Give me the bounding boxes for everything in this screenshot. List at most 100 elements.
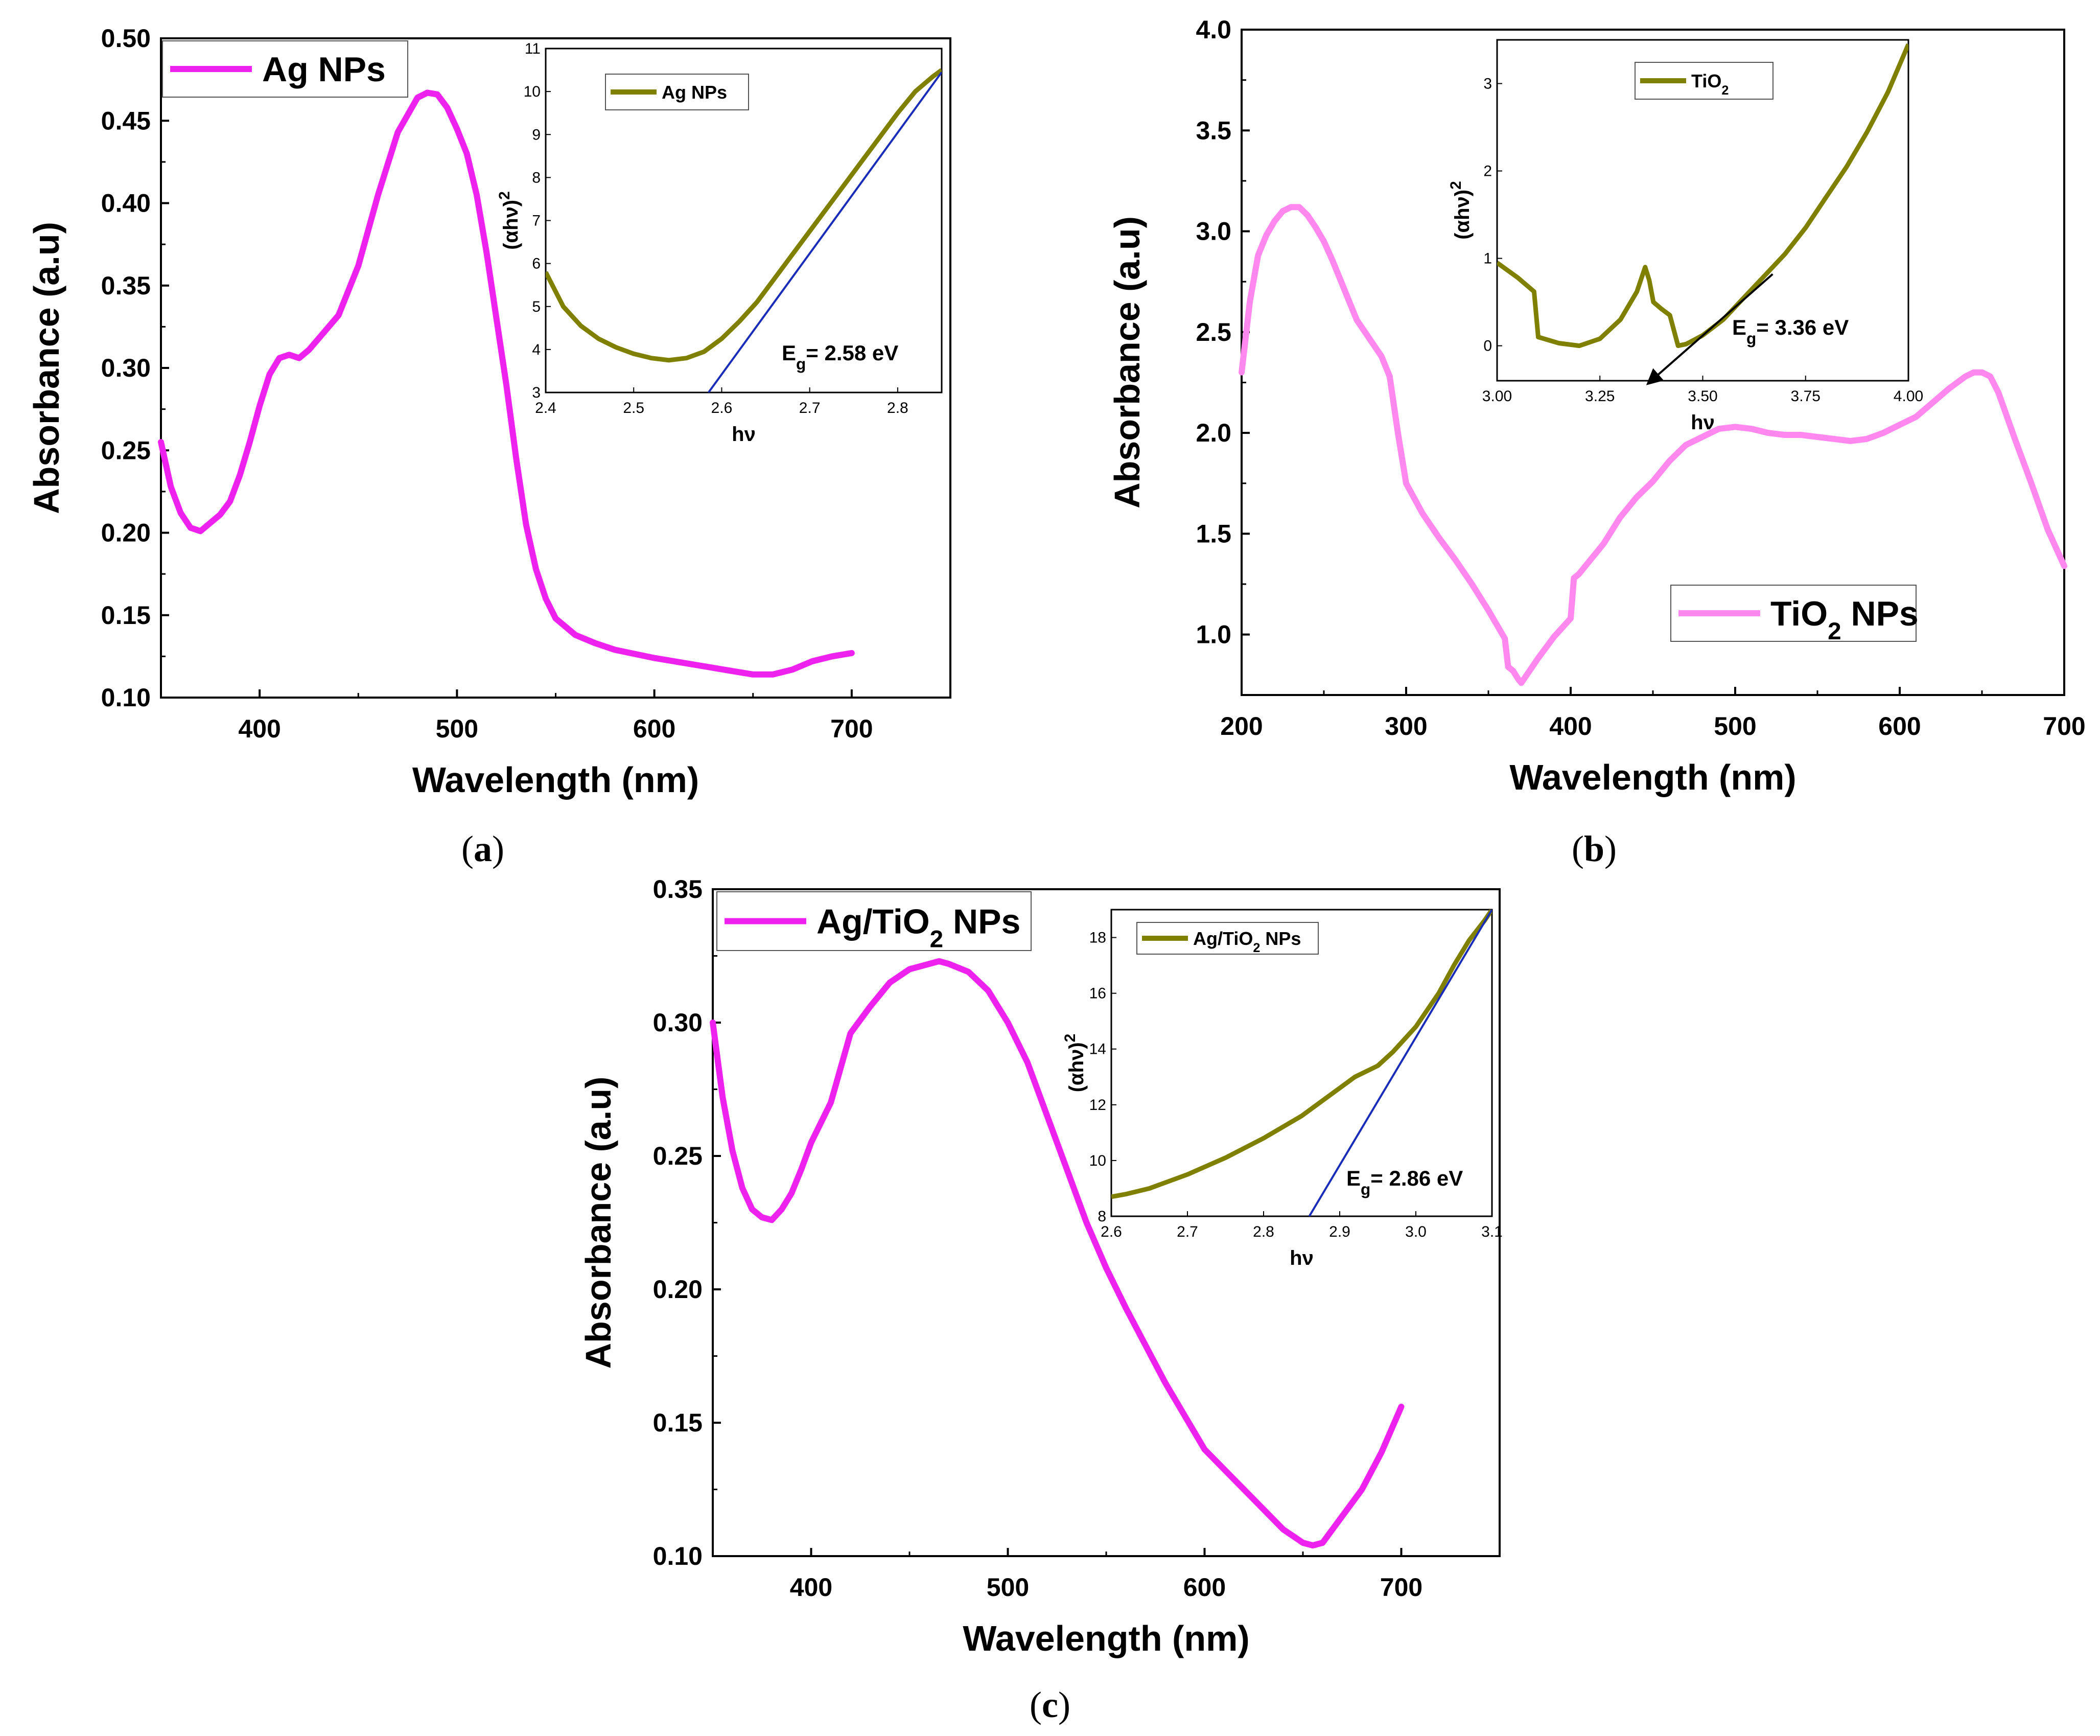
inset-x-tick-label: 2.6 — [711, 400, 733, 416]
bandgap-annotation: Eg= 3.36 eV — [1732, 315, 1849, 348]
panel-a: 0.10 0.15 0.20 0.25 0.30 0.35 0.40 0.45 0.50 400 5… — [27, 24, 951, 800]
inset-y-tick-label: 14 — [1089, 1041, 1106, 1058]
inset-y-tick-label: 10 — [524, 83, 541, 100]
inset-plot-area — [1111, 910, 1492, 1216]
y-tick-label: 4.0 — [1196, 15, 1231, 44]
inset-legend: Ag/TiO2 NPs — [1136, 922, 1319, 955]
bandgap-annotation: Eg= 2.58 eV — [782, 341, 898, 373]
x-axis-title: Wavelength (nm) — [1509, 757, 1796, 797]
inset-y-tick-label: 8 — [532, 169, 541, 186]
inset-y-axis-title: (αhν)2 — [1448, 181, 1474, 240]
legend: Ag/TiO2 NPs — [716, 891, 1032, 953]
panel-label-c: (c) — [1030, 1684, 1070, 1725]
inset-y-tick-label: 0 — [1483, 338, 1492, 355]
legend-label: TiO2 NPs — [1770, 594, 1919, 645]
y-tick-label: 0.50 — [101, 24, 151, 53]
inset-y-axis-title: (αhν)2 — [496, 191, 523, 250]
y-tick-label: 0.25 — [653, 1142, 703, 1170]
x-tick-label: 600 — [1183, 1573, 1226, 1602]
tauc-fit-line — [1308, 910, 1492, 1216]
inset-legend-label: TiO2 — [1691, 71, 1729, 98]
inset-y-tick-label: 1 — [1483, 250, 1492, 267]
y-tick-label: 0.35 — [101, 271, 151, 300]
y-tick-label: 2.5 — [1196, 318, 1231, 346]
inset-y-tick-label: 18 — [1089, 930, 1106, 946]
y-tick-label: 0.10 — [101, 683, 151, 712]
inset-y-tick-label: 7 — [532, 213, 541, 229]
y-tick-label: 0.20 — [653, 1275, 703, 1304]
inset-y-tick-label: 3 — [532, 384, 541, 401]
inset-x-tick-label: 2.8 — [1253, 1223, 1274, 1240]
y-tick-label: 1.0 — [1196, 620, 1231, 649]
inset-series-line — [1497, 43, 1908, 349]
inset-x-tick-label: 2.7 — [1177, 1223, 1198, 1240]
y-tick-label: 0.30 — [653, 1008, 703, 1037]
panel-label-a: (a) — [461, 828, 504, 869]
inset-x-tick-label: 2.6 — [1101, 1223, 1122, 1240]
inset-y-tick-label: 6 — [532, 256, 541, 272]
y-axis-title: Absorbance (a.u) — [578, 1077, 618, 1369]
inset-x-tick-label: 3.00 — [1482, 388, 1512, 405]
inset-x-tick-label: 3.50 — [1688, 388, 1717, 405]
inset-x-axis-title: hν — [1691, 411, 1715, 434]
x-tick-label: 400 — [790, 1573, 832, 1602]
inset-series-line — [1111, 910, 1492, 1199]
inset-legend-label: Ag NPs — [662, 82, 727, 103]
tauc-fit-line — [707, 72, 942, 392]
legend: TiO2 NPs — [1670, 585, 1919, 645]
inset-x-tick-label: 2.8 — [887, 400, 908, 416]
series-line-a — [158, 89, 855, 678]
inset-series-line — [546, 68, 942, 363]
inset-x-tick-label: 3.25 — [1585, 388, 1615, 405]
inset-y-tick-label: 16 — [1089, 985, 1106, 1002]
x-tick-label: 600 — [1878, 712, 1921, 740]
inset-y-tick-label: 4 — [532, 341, 541, 358]
inset-legend: Ag NPs — [605, 74, 749, 110]
panel-b: 1.0 1.5 2.0 2.5 3.0 3.5 4.0 200 300 400 500 600 700 W… — [1107, 15, 2086, 797]
x-tick-label: 700 — [830, 714, 873, 743]
bandgap-arrow — [1646, 273, 1774, 385]
y-tick-label: 2.0 — [1196, 419, 1231, 447]
x-tick-label: 700 — [2043, 712, 2085, 740]
inset-legend: TiO2 — [1635, 62, 1774, 100]
y-tick-label: 0.20 — [101, 519, 151, 547]
x-tick-label: 500 — [436, 714, 478, 743]
legend-label: Ag/TiO2 NPs — [816, 902, 1020, 953]
y-tick-label: 3.5 — [1196, 116, 1231, 145]
inset-y-tick-label: 11 — [525, 40, 541, 57]
legend-label: Ag NPs — [262, 50, 386, 89]
inset-x-tick-label: 2.4 — [535, 400, 556, 416]
x-tick-label: 700 — [1380, 1573, 1422, 1602]
inset-x-axis-title: hν — [732, 423, 756, 446]
inset-b: 0 1 2 3 3.00 3.25 3.50 3.75 4.00 hν (αhν)2 TiO2 Eg= … — [1448, 39, 1923, 434]
y-tick-label: 0.35 — [653, 875, 703, 904]
y-axis-title: Absorbance (a.u) — [27, 222, 66, 514]
inset-y-tick-label: 9 — [532, 126, 541, 143]
inset-y-tick-label: 3 — [1483, 76, 1492, 92]
legend: Ag NPs — [162, 40, 408, 98]
inset-c: 8 10 12 14 16 18 2.6 2.7 2.8 2.9 3.0 3.1 hν (αhν)2 Ag/… — [1062, 909, 1503, 1269]
inset-x-tick-label: 3.0 — [1405, 1223, 1427, 1240]
inset-plot-area — [546, 68, 942, 392]
x-tick-label: 500 — [987, 1573, 1029, 1602]
y-tick-label: 0.15 — [653, 1408, 703, 1437]
x-axis-title: Wavelength (nm) — [412, 760, 699, 800]
panel-label-b: (b) — [1572, 828, 1617, 869]
y-tick-label: 0.25 — [101, 436, 151, 465]
inset-x-tick-label: 2.9 — [1329, 1223, 1350, 1240]
inset-legend-label: Ag/TiO2 NPs — [1193, 928, 1301, 955]
inset-y-tick-label: 8 — [1098, 1208, 1106, 1225]
y-tick-label: 0.15 — [101, 601, 151, 630]
inset-y-tick-label: 12 — [1089, 1097, 1106, 1114]
y-tick-label: 1.5 — [1196, 519, 1231, 548]
y-tick-label: 3.0 — [1196, 217, 1231, 246]
inset-y-tick-label: 10 — [1089, 1152, 1106, 1169]
x-tick-label: 600 — [633, 714, 675, 743]
inset-a: 3 4 5 6 7 8 9 10 11 2.4 2.5 2.6 2.7 2.8 hν (αhν)2 Ag NPs… — [496, 40, 943, 446]
x-tick-label: 500 — [1714, 712, 1756, 740]
x-tick-label: 200 — [1220, 712, 1263, 740]
series-line-c — [710, 958, 1405, 1549]
x-tick-label: 300 — [1385, 712, 1427, 740]
inset-plot-area — [1497, 43, 1908, 349]
